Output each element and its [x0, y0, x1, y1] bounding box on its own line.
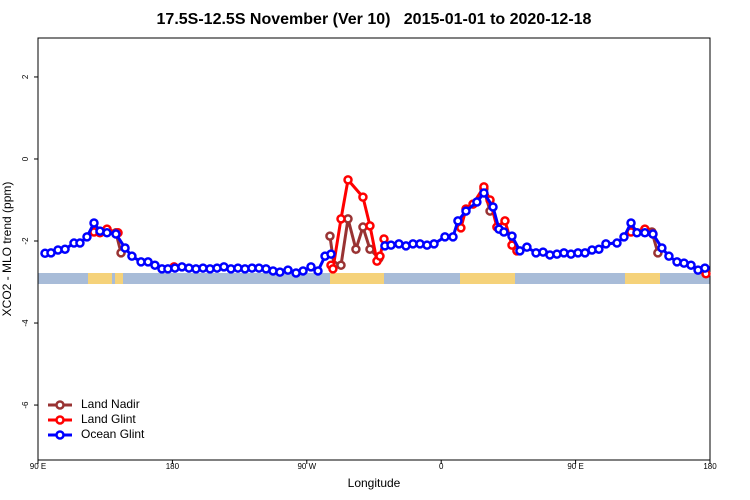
- data-point: [461, 206, 471, 216]
- series-line: [94, 180, 706, 274]
- data-point: [75, 238, 85, 248]
- land-patch: [88, 273, 112, 284]
- data-point: [429, 239, 439, 249]
- data-point: [375, 251, 385, 261]
- y-tick-label: -4: [21, 319, 30, 327]
- x-tick-label: 90 E: [30, 462, 46, 471]
- data-point: [336, 260, 346, 270]
- data-point: [657, 243, 667, 253]
- x-tick-label: 90 E: [567, 462, 583, 471]
- data-point: [479, 188, 489, 198]
- land-patch: [460, 273, 515, 284]
- data-point: [440, 232, 450, 242]
- data-point: [306, 262, 316, 272]
- data-point: [500, 216, 510, 226]
- data-point: [601, 239, 611, 249]
- legend-label: Ocean Glint: [81, 427, 145, 441]
- legend-marker: [55, 400, 65, 410]
- data-point: [448, 232, 458, 242]
- x-tick-label: 90 W: [297, 462, 316, 471]
- legend-label: Land Nadir: [81, 397, 140, 411]
- data-point: [594, 244, 604, 254]
- data-point: [365, 221, 375, 231]
- data-point: [60, 244, 70, 254]
- legend-label: Land Glint: [81, 412, 136, 426]
- data-point: [82, 232, 92, 242]
- data-point: [664, 251, 674, 261]
- data-point: [612, 238, 622, 248]
- data-point: [358, 192, 368, 202]
- data-point: [700, 263, 710, 273]
- data-point: [283, 265, 293, 275]
- y-tick-label: 0: [21, 156, 30, 161]
- data-point: [298, 266, 308, 276]
- data-point: [488, 202, 498, 212]
- data-point: [328, 264, 338, 274]
- x-tick-label: 0: [439, 462, 444, 471]
- data-point: [111, 229, 121, 239]
- data-point: [150, 260, 160, 270]
- data-point: [626, 218, 636, 228]
- data-point: [326, 249, 336, 259]
- data-point: [365, 244, 375, 254]
- data-point: [515, 246, 525, 256]
- data-point: [313, 266, 323, 276]
- land-patch: [330, 273, 384, 284]
- data-point: [472, 197, 482, 207]
- land-patch: [625, 273, 660, 284]
- data-point: [686, 260, 696, 270]
- data-point: [127, 251, 137, 261]
- data-point: [648, 229, 658, 239]
- data-point: [507, 231, 517, 241]
- data-point: [632, 228, 642, 238]
- y-axis-label: XCO2 - MLO trend (ppm): [0, 182, 14, 317]
- x-tick-label: 180: [166, 462, 180, 471]
- data-point: [453, 216, 463, 226]
- data-point: [499, 227, 509, 237]
- data-point: [325, 231, 335, 241]
- data-point: [522, 242, 532, 252]
- legend-marker: [55, 430, 65, 440]
- chart-title: 17.5S-12.5S November (Ver 10) 2015-01-01…: [157, 11, 592, 28]
- data-point: [619, 232, 629, 242]
- data-point: [640, 228, 650, 238]
- y-tick-label: -6: [21, 401, 30, 409]
- data-point: [343, 175, 353, 185]
- legend-marker: [55, 415, 65, 425]
- data-point: [102, 228, 112, 238]
- y-tick-label: -2: [21, 237, 30, 245]
- series-line: [114, 188, 660, 267]
- land-patch: [115, 273, 123, 284]
- surface-band: [38, 273, 710, 284]
- data-point: [275, 267, 285, 277]
- data-point: [120, 243, 130, 253]
- data-point: [336, 214, 346, 224]
- data-point: [386, 240, 396, 250]
- x-axis-label: Longitude: [348, 476, 401, 490]
- y-tick-label: 2: [21, 74, 30, 79]
- data-point: [351, 244, 361, 254]
- data-point: [89, 218, 99, 228]
- plot-frame: [37, 37, 711, 461]
- x-tick-label: 180: [703, 462, 717, 471]
